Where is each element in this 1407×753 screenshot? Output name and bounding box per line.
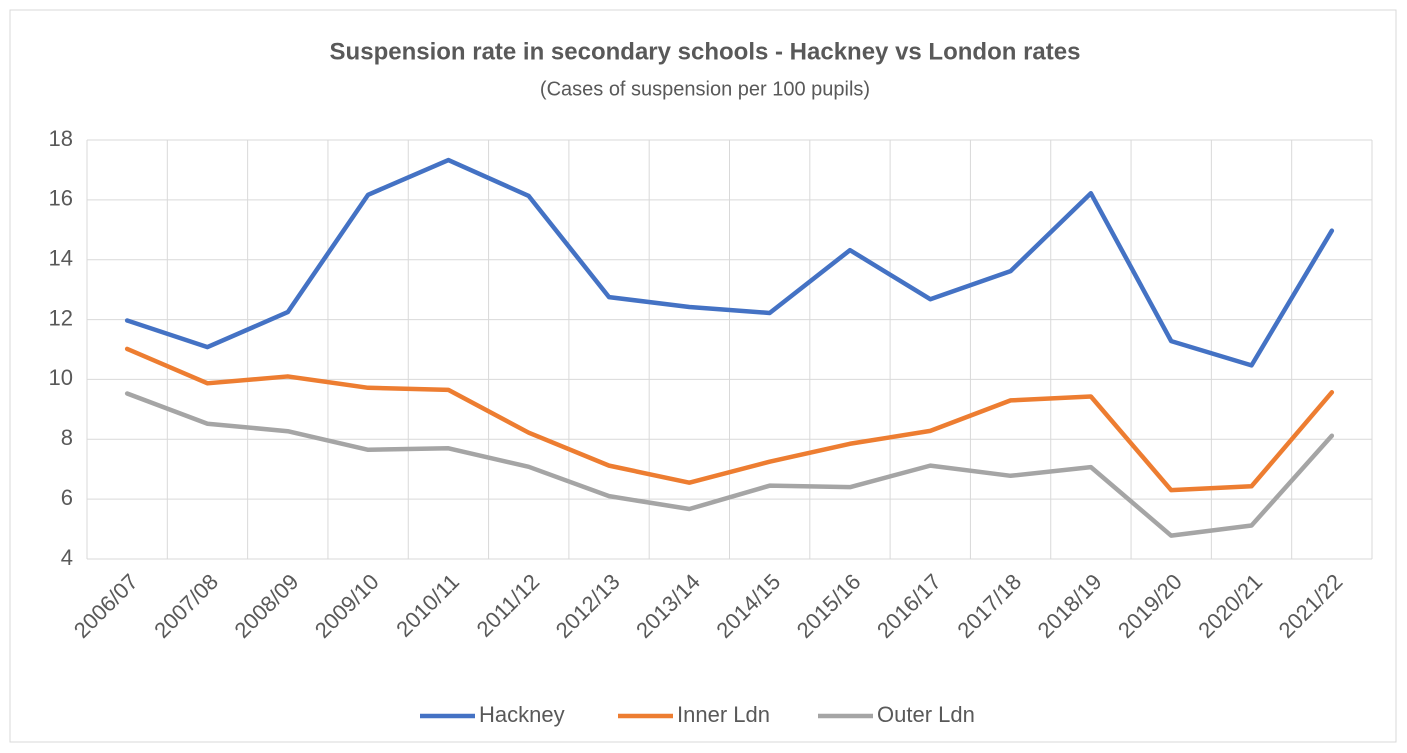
y-tick-label: 16 [49, 186, 73, 211]
legend-label: Outer Ldn [877, 702, 975, 727]
y-tick-label: 10 [49, 365, 73, 390]
series-line [124, 391, 1335, 538]
chart-title: Suspension rate in secondary schools - H… [330, 38, 1081, 65]
y-tick-label: 14 [49, 246, 73, 271]
legend-label: Inner Ldn [677, 702, 770, 727]
y-tick-label: 6 [61, 485, 73, 510]
series-line [124, 157, 1335, 368]
legend-label: Hackney [479, 702, 565, 727]
chart-subtitle: (Cases of suspension per 100 pupils) [540, 78, 870, 100]
chart-frame [9, 9, 1397, 743]
y-tick-label: 12 [49, 305, 73, 330]
y-tick-label: 8 [61, 425, 73, 450]
y-tick-label: 4 [61, 545, 73, 570]
series-line [124, 346, 1335, 493]
y-tick-label: 18 [49, 126, 73, 151]
